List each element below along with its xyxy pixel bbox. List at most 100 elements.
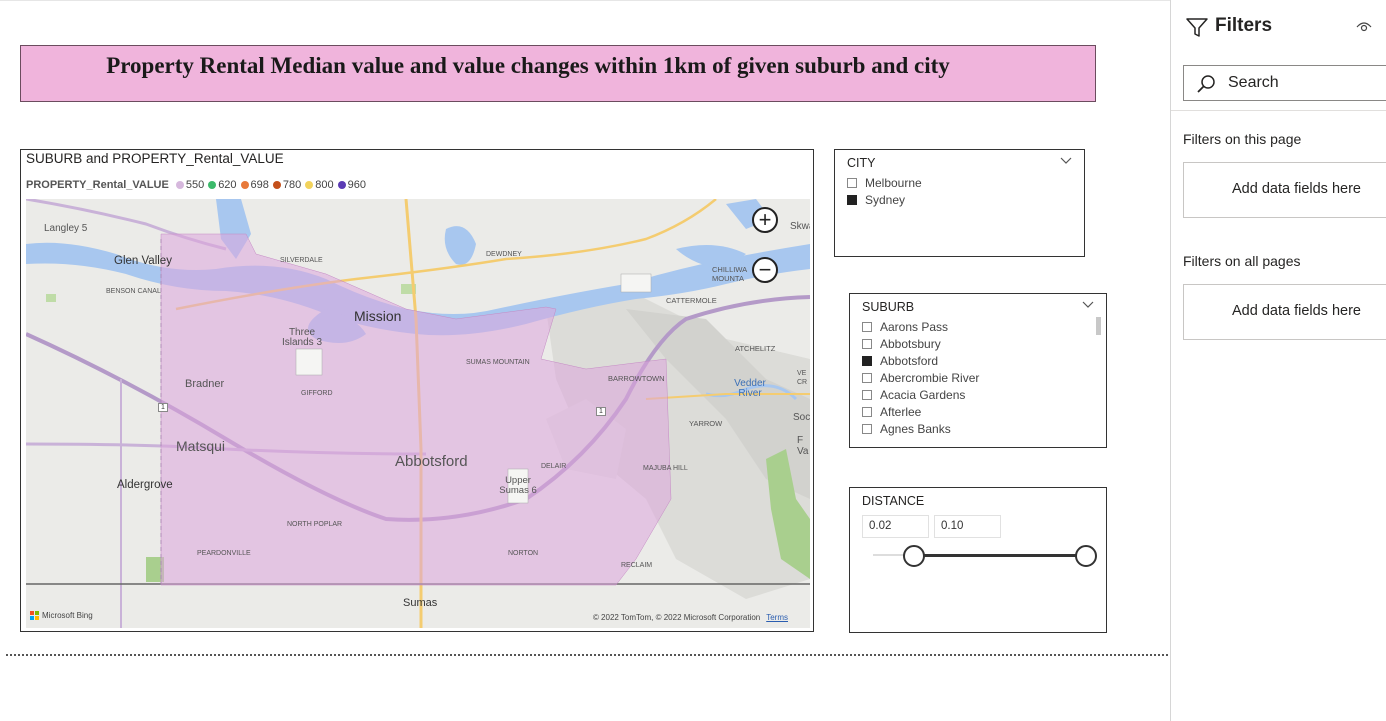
map-label: Upper Sumas 6 (499, 475, 537, 496)
map-label: Aldergrove (117, 479, 173, 491)
filters-all-pages-heading: Filters on all pages (1183, 253, 1301, 269)
checkbox[interactable] (862, 406, 872, 417)
checkbox[interactable] (862, 372, 872, 383)
map-label: ATCHELITZ (735, 344, 776, 353)
option-label: Agnes Banks (880, 421, 951, 436)
suburb-slicer-header: SUBURB (862, 300, 915, 314)
map-label: CATTERMOLE (666, 296, 717, 305)
terms-link[interactable]: Terms (766, 613, 788, 622)
map-base-svg (26, 199, 810, 628)
suburb-option[interactable]: Abbotsbury (862, 335, 979, 352)
legend-item[interactable]: 550 (175, 179, 204, 191)
city-slicer[interactable]: CITY Melbourne Sydney (834, 149, 1085, 257)
map-label: Mission (354, 308, 402, 324)
report-title: Property Rental Median value and value c… (106, 53, 950, 78)
chevron-down-icon[interactable] (1082, 300, 1094, 312)
legend-label: 800 (315, 179, 334, 191)
legend-label: 960 (347, 179, 366, 191)
checkbox[interactable] (862, 389, 872, 400)
top-divider (0, 0, 1170, 1)
checkbox[interactable] (862, 338, 872, 349)
filter-icon (1186, 18, 1208, 43)
distance-slicer-header: DISTANCE (862, 494, 925, 508)
map-label: BARROWTOWN (608, 374, 665, 383)
distance-max-input[interactable]: 0.10 (934, 515, 1001, 538)
checkbox[interactable] (847, 177, 857, 188)
legend-item[interactable]: 960 (337, 179, 366, 191)
legend-item[interactable]: 800 (305, 179, 334, 191)
city-slicer-header: CITY (847, 156, 876, 170)
map-label: DELAIR (541, 463, 567, 470)
legend-label: 620 (218, 179, 237, 191)
map-label: Langley 5 (44, 223, 88, 234)
legend-item[interactable]: 698 (240, 179, 269, 191)
distance-min-input[interactable]: 0.02 (862, 515, 929, 538)
city-option[interactable]: Melbourne (847, 174, 922, 191)
suburb-option[interactable]: Abercrombie River (862, 369, 979, 386)
search-placeholder: Search (1228, 74, 1279, 91)
checkbox[interactable] (847, 194, 857, 205)
legend-label: 780 (282, 179, 302, 191)
map-label: 1 (596, 407, 606, 416)
chevron-down-icon[interactable] (1060, 156, 1072, 168)
suburb-option[interactable]: Abbotsford (862, 352, 979, 369)
report-title-box: Property Rental Median value and value c… (20, 45, 1096, 102)
map-label: Sumas (403, 597, 438, 609)
map-label: RECLAIM (621, 562, 653, 569)
map-label: Bradner (185, 378, 225, 390)
search-icon (1196, 74, 1216, 99)
legend-label: 698 (250, 179, 269, 191)
map-label: NORTON (508, 550, 539, 557)
map-label: Skwah (790, 221, 810, 232)
map-label: Soc (793, 412, 810, 423)
city-option[interactable]: Sydney (847, 191, 922, 208)
suburb-slicer[interactable]: SUBURB Aarons Pass Abbotsbury Abbotsford… (849, 293, 1107, 448)
checkbox[interactable] (862, 423, 872, 434)
map-label: MAJUBA HILL (643, 465, 688, 472)
option-label: Melbourne (865, 175, 922, 190)
suburb-option[interactable]: Acacia Gardens (862, 386, 979, 403)
zoom-in-button[interactable]: + (752, 207, 778, 233)
map-label: F Va (797, 435, 809, 457)
checkbox[interactable] (862, 355, 872, 366)
map-label: DEWDNEY (486, 251, 522, 258)
all-pages-filter-drop-well[interactable]: Add data fields here (1183, 284, 1386, 340)
map-label: BENSON CANAL (106, 288, 161, 295)
checkbox[interactable] (862, 321, 872, 332)
report-canvas: Property Rental Median value and value c… (0, 0, 1170, 656)
legend-dot (305, 181, 314, 189)
slider-min-handle[interactable] (903, 545, 925, 567)
option-label: Afterlee (880, 404, 922, 419)
drop-well-label: Add data fields here (1232, 303, 1361, 319)
map-area[interactable]: Langley 5 Glen Valley BENSON CANAL SILVE… (26, 199, 810, 628)
map-visual[interactable]: SUBURB and PROPERTY_Rental_VALUE PROPERT… (20, 149, 814, 632)
microsoft-logo-icon (30, 611, 39, 620)
suburb-option[interactable]: Aarons Pass (862, 318, 979, 335)
legend-item[interactable]: 620 (208, 179, 237, 191)
option-label: Abbotsbury (880, 336, 941, 351)
map-label: SILVERDALE (280, 257, 323, 264)
distance-slicer[interactable]: DISTANCE 0.02 0.10 (849, 487, 1107, 633)
suburb-option[interactable]: Afterlee (862, 403, 979, 420)
legend-item[interactable]: 780 (272, 179, 302, 191)
drop-well-label: Add data fields here (1232, 181, 1361, 197)
filters-title: Filters (1215, 15, 1273, 36)
filters-search-box[interactable]: Search (1183, 65, 1386, 101)
map-label: SUMAS MOUNTAIN (466, 359, 530, 366)
page-filter-drop-well[interactable]: Add data fields here (1183, 162, 1386, 218)
slider-max-handle[interactable] (1075, 545, 1097, 567)
legend-title: PROPERTY_Rental_VALUE (26, 179, 169, 191)
eye-icon[interactable] (1356, 20, 1372, 38)
copyright-text: © 2022 TomTom, © 2022 Microsoft Corporat… (592, 613, 761, 622)
scrollbar[interactable] (1096, 317, 1101, 335)
map-label: Vedder River (734, 378, 766, 399)
option-label: Acacia Gardens (880, 387, 966, 402)
map-label: NORTH POPLAR (287, 521, 343, 528)
legend-dot (208, 181, 217, 189)
zoom-in-icon: + (758, 207, 772, 232)
zoom-out-button[interactable]: − (752, 257, 778, 283)
map-label: Matsqui (176, 438, 226, 454)
option-label: Sydney (865, 192, 906, 207)
suburb-option[interactable]: Agnes Banks (862, 420, 979, 437)
map-label: GIFFORD (301, 390, 333, 397)
